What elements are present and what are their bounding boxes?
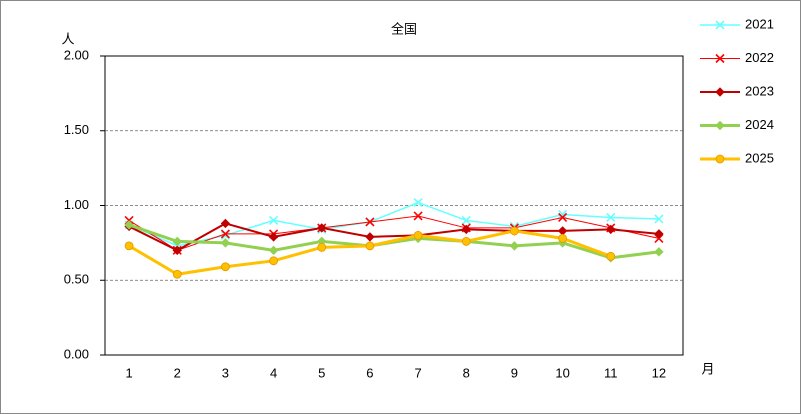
x-tick-label: 1 [125,365,132,380]
data-point [172,245,182,256]
series-line [128,215,660,251]
data-point [461,236,471,246]
data-point [461,224,471,235]
data-point [654,214,664,224]
x-tick-label: 8 [463,365,470,380]
data-point [220,229,230,239]
data-point [124,241,134,251]
legend-marker [715,87,725,97]
data-point [413,211,423,221]
data-point [172,269,182,279]
data-point [220,218,231,229]
data-point [558,233,567,243]
legend-label: 2024 [745,117,774,132]
legend-label: 2023 [745,83,774,98]
data-point [365,217,375,227]
data-point [413,197,423,208]
data-point [124,220,134,230]
data-point [558,209,568,220]
y-tick-label: 0.50 [64,272,89,287]
chart-title: 全国 [391,21,417,36]
data-point [269,215,279,226]
x-tick-label: 5 [318,365,325,380]
data-point [413,230,423,240]
data-point [220,238,231,248]
x-tick-label: 7 [414,365,421,380]
x-tick-label: 6 [366,365,373,380]
x-tick-label: 2 [174,365,181,380]
data-point [268,245,279,256]
x-tick-label: 11 [604,365,618,380]
x-axis-label: 月 [701,361,714,376]
legend-marker [715,20,725,30]
data-point [606,212,616,223]
data-point [317,223,327,233]
legend-label: 2021 [745,16,774,31]
y-tick-label: 2.00 [64,47,89,62]
legend-label: 2025 [745,150,774,165]
data-point [509,241,520,251]
data-point [172,236,182,247]
data-point [221,262,230,272]
data-point [654,247,664,257]
legend-marker [715,154,725,164]
data-point [220,230,230,240]
x-tick-label: 9 [511,365,518,380]
data-point [558,212,568,223]
legend-marker [715,53,725,64]
x-tick-label: 3 [222,365,229,380]
data-point [365,232,375,242]
x-tick-label: 12 [652,365,666,380]
data-point [269,256,278,266]
x-tick-label: 10 [555,365,569,380]
data-point [606,224,616,235]
legend-marker [715,120,725,131]
data-point [510,226,519,236]
y-tick-label: 1.00 [64,197,89,212]
data-point [654,229,664,239]
data-point [606,251,616,261]
y-tick-label: 1.50 [64,122,89,137]
data-point [461,215,471,226]
data-point [317,242,327,252]
series-line [128,222,660,252]
data-point [365,241,375,251]
y-axis-label: 人 [61,31,74,46]
data-point [268,232,279,242]
legend-label: 2022 [745,50,774,65]
x-tick-label: 4 [270,365,277,380]
y-tick-label: 0.00 [64,346,89,361]
